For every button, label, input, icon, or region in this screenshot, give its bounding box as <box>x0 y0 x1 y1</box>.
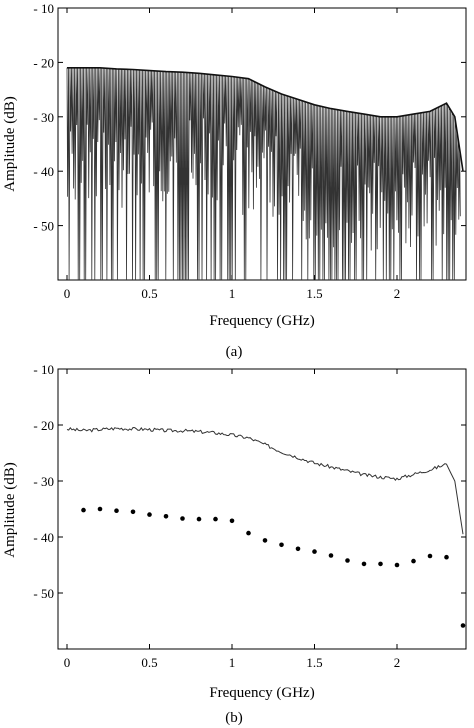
panel-b-point <box>328 553 334 558</box>
panel-a-ylabel: Amplitude (dB) <box>2 96 18 191</box>
panel-b-point <box>114 508 119 513</box>
panel-b-point <box>180 516 185 521</box>
panel-a: 0 0.5 1 1.5 2 - 10 - 20 - 30 - 40 - 50 Frequency … <box>2 1 467 360</box>
panel-a-ytick-label: - 20 <box>33 55 54 70</box>
panel-a-ytick-label: - 40 <box>33 164 54 179</box>
panel-b-point <box>361 561 367 567</box>
panel-b-xtick-label: 0.5 <box>141 655 157 670</box>
panel-b-point <box>163 514 169 519</box>
panel-b-ytick-label: - 20 <box>33 418 54 433</box>
panel-a-xtick-label: 0.5 <box>141 286 157 301</box>
panel-b-xtick-label: 1.5 <box>306 655 322 670</box>
panel-b-xtick-label: 1 <box>229 655 236 670</box>
caption-a: (a) <box>226 344 243 360</box>
panel-b-point <box>262 538 268 543</box>
panel-b-ytick-label: - 30 <box>33 474 54 489</box>
panel-b-point <box>378 561 383 567</box>
panel-b-point <box>295 546 301 552</box>
panel-b-point <box>345 558 350 563</box>
panel-b-point <box>427 553 433 559</box>
panel-a-xlabel: Frequency (GHz) <box>209 313 314 329</box>
panel-b-point <box>460 623 466 628</box>
panel-b-xlabel: Frequency (GHz) <box>209 685 314 701</box>
panel-b-point <box>81 507 86 513</box>
panel-a-ytick-label: - 50 <box>33 219 54 234</box>
panel-a-ytick-label: - 30 <box>33 110 54 125</box>
panel-b: 0 0.5 1 1.5 2 - 10 - 20 - 30 - 40 - 50 Frequency … <box>2 362 467 726</box>
panel-a-data <box>66 67 464 281</box>
panel-b-ytick-label: - 10 <box>33 362 54 377</box>
panel-b-point <box>147 512 152 517</box>
panel-b-point <box>312 549 317 554</box>
panel-b-point <box>130 509 136 515</box>
panel-b-xtick-label: 2 <box>394 655 401 670</box>
panel-a-xtick-label: 1.5 <box>306 286 322 301</box>
panel-b-ylabel: Amplitude (dB) <box>2 462 18 557</box>
panel-a-xtick-label: 2 <box>394 286 401 301</box>
panel-b-point <box>229 518 235 524</box>
panel-b-point <box>411 558 416 564</box>
panel-a-xtick-label: 0 <box>64 286 71 301</box>
panel-b-frame <box>57 368 467 650</box>
panel-a-ytick-label: - 10 <box>33 1 54 16</box>
panel-b-axes: 0 0.5 1 1.5 2 - 10 - 20 - 30 - 40 - 50 <box>33 362 466 670</box>
panel-b-point <box>246 530 251 536</box>
panel-a-frame <box>57 7 467 281</box>
panel-b-point <box>196 516 202 522</box>
panel-b-point <box>444 554 449 560</box>
panel-b-point <box>97 506 103 512</box>
caption-b: (b) <box>225 710 243 726</box>
panel-b-xtick-label: 0 <box>64 655 71 670</box>
panel-b-point <box>213 516 218 522</box>
panel-a-xtick-label: 1 <box>229 286 236 301</box>
panel-a-axes: 0 0.5 1 1.5 2 - 10 - 20 - 30 - 40 - 50 <box>33 1 466 301</box>
panel-b-data <box>66 426 466 628</box>
panel-b-ytick-label: - 50 <box>33 586 54 601</box>
panel-b-ytick-label: - 40 <box>33 530 54 545</box>
panel-b-line <box>66 426 464 535</box>
panel-b-point <box>394 562 400 568</box>
panel-a-trace <box>66 67 461 281</box>
panel-b-point <box>279 542 284 548</box>
panel-a-envelope <box>67 67 464 172</box>
